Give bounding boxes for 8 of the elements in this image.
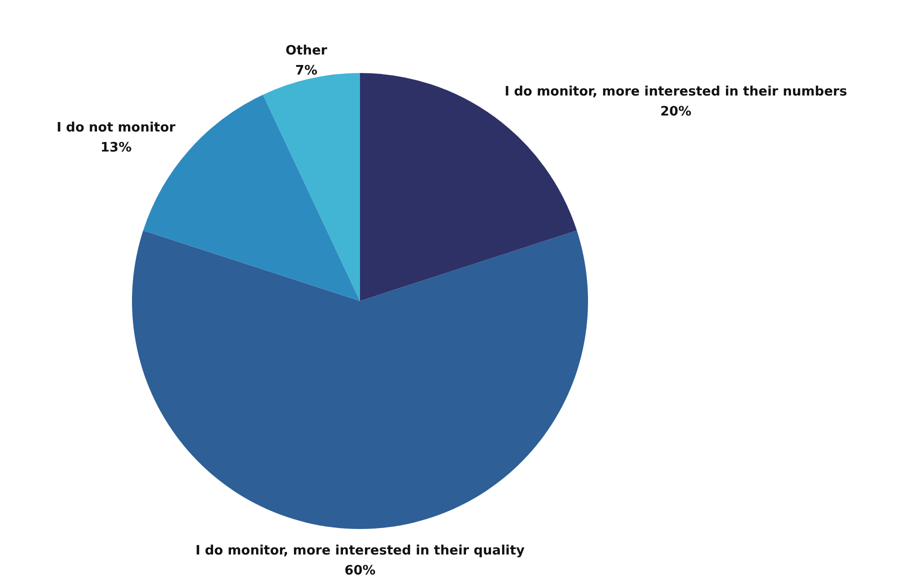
slice-label: I do monitor, more interested in their numbers — [504, 84, 848, 100]
slice-label: Other — [285, 43, 328, 58]
data-label: 13% — [100, 140, 132, 156]
slice-label: I do monitor, more interested in their quality — [195, 543, 526, 558]
data-label: 7% — [295, 63, 318, 78]
data-label: 20% — [660, 104, 692, 120]
data-label: 60% — [344, 563, 376, 578]
slice-label: I do not monitor — [56, 120, 176, 136]
